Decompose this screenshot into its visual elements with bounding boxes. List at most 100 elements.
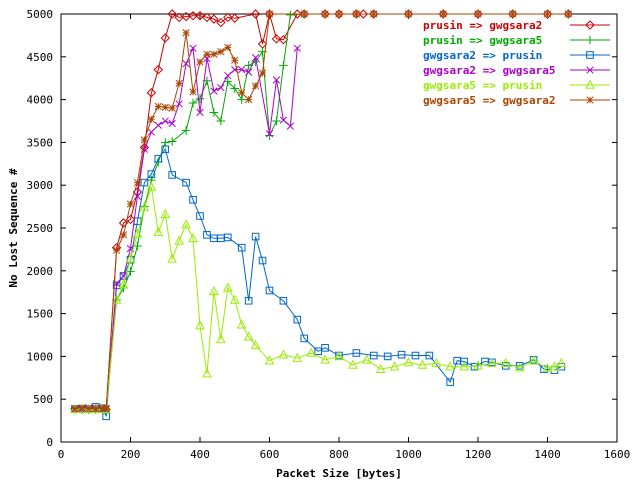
data-point	[119, 231, 128, 239]
data-point	[258, 69, 267, 77]
x-tick-label: 800	[329, 448, 349, 461]
x-tick-label: 1400	[534, 448, 561, 461]
data-point	[236, 319, 247, 329]
data-point	[585, 79, 595, 89]
data-point	[217, 48, 225, 56]
data-point	[189, 195, 197, 204]
data-point	[459, 361, 469, 371]
data-point	[348, 359, 358, 369]
data-point	[182, 59, 190, 68]
data-point	[168, 119, 176, 128]
x-tick-label: 1000	[395, 448, 422, 461]
data-point	[77, 403, 87, 413]
data-point	[182, 178, 190, 187]
data-point	[140, 136, 149, 144]
data-point	[417, 359, 428, 369]
x-tick-label: 400	[190, 448, 210, 461]
data-point	[167, 137, 177, 146]
series-3	[71, 145, 566, 421]
data-point	[146, 88, 157, 98]
series-6	[71, 10, 573, 413]
data-point	[224, 43, 232, 52]
data-point	[174, 12, 184, 23]
data-point	[209, 14, 219, 24]
data-point	[334, 351, 344, 361]
data-point	[279, 61, 288, 70]
data-point	[250, 339, 261, 350]
data-point	[224, 233, 232, 242]
data-point	[411, 351, 420, 360]
data-point	[126, 200, 135, 208]
series-line	[74, 13, 569, 410]
data-point	[528, 355, 539, 365]
data-point	[154, 102, 162, 111]
data-point	[564, 10, 573, 18]
data-point	[125, 253, 136, 263]
x-tick-label: 600	[260, 448, 280, 461]
data-point	[223, 12, 233, 23]
data-point	[509, 10, 517, 18]
y-tick-label: 1500	[27, 308, 54, 321]
data-point	[196, 212, 204, 220]
y-tick-label: 5000	[27, 8, 54, 21]
data-point	[292, 352, 303, 362]
data-point	[209, 108, 219, 117]
data-point	[585, 20, 595, 30]
data-point	[473, 360, 483, 370]
data-point	[153, 226, 164, 237]
legend-item: prusin => gwgsara2	[423, 19, 610, 32]
data-point	[251, 82, 260, 90]
series-5	[70, 181, 567, 414]
x-axis-title: Packet Size [bytes]	[276, 467, 402, 480]
data-point	[352, 10, 361, 18]
data-point	[404, 10, 413, 18]
data-point	[320, 354, 330, 364]
data-point	[265, 130, 274, 138]
data-point	[243, 331, 254, 341]
data-point	[78, 404, 86, 412]
data-point	[147, 170, 156, 178]
data-point	[258, 256, 267, 265]
data-point	[209, 285, 219, 296]
data-point	[112, 246, 121, 254]
data-point	[146, 181, 157, 191]
data-point	[161, 103, 169, 111]
data-point	[278, 349, 289, 359]
legend-item: prusin => gwgsara5	[423, 34, 610, 47]
y-axis: 0 500 1000 1500 2000 2500 3000 3500 4000 4500 5000	[27, 8, 617, 449]
data-point	[265, 286, 274, 295]
x-axis: 0 200 400 600 800 1000 1200 1400 1600	[58, 14, 630, 461]
data-point	[293, 315, 302, 324]
data-point	[352, 349, 361, 357]
data-point	[181, 219, 191, 229]
data-point	[210, 87, 218, 95]
series-layer	[70, 9, 574, 421]
legend-label: gwgsara2 => gwgsara5	[423, 64, 555, 77]
y-tick-label: 3000	[27, 179, 54, 192]
data-point	[210, 50, 218, 58]
legend-item: gwgsara5 => gwgsara2	[423, 94, 610, 107]
data-point	[514, 362, 525, 372]
data-point	[167, 9, 177, 19]
data-point	[132, 228, 143, 238]
data-point	[300, 334, 309, 343]
data-point	[335, 10, 343, 18]
legend-item: gwgsara5 => prusin	[423, 79, 610, 92]
data-point	[222, 282, 233, 292]
y-tick-label: 2500	[27, 222, 54, 235]
data-point	[370, 10, 378, 18]
data-point	[102, 404, 110, 412]
data-point	[181, 11, 191, 22]
data-point	[250, 9, 261, 19]
data-point	[237, 243, 246, 252]
data-point	[238, 65, 246, 74]
data-point	[272, 116, 281, 126]
data-point	[71, 404, 79, 413]
data-point	[230, 84, 240, 93]
data-point	[196, 58, 204, 66]
data-point	[147, 115, 156, 123]
data-point	[92, 404, 100, 413]
data-point	[181, 126, 191, 135]
data-point	[175, 100, 183, 108]
